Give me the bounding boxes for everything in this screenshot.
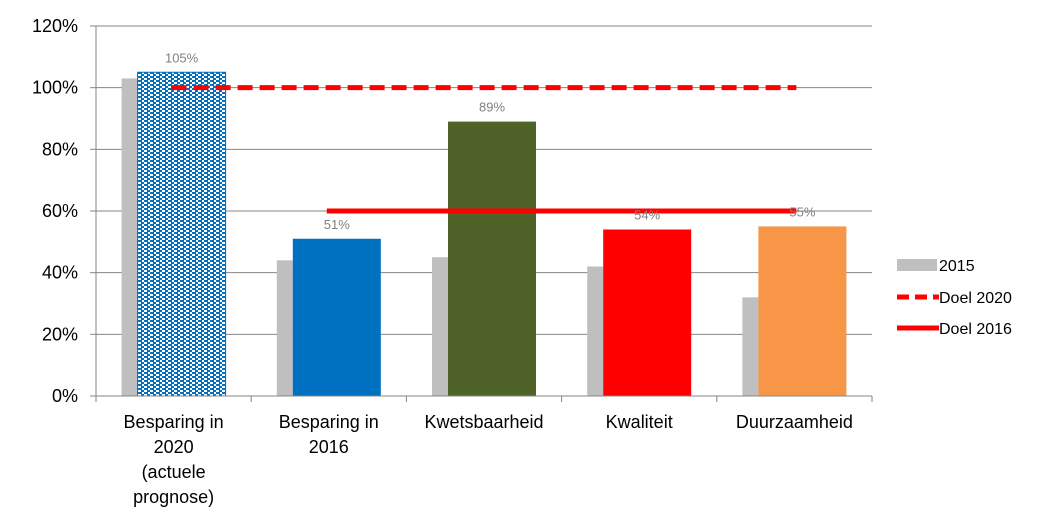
bar-2015 [432, 257, 448, 396]
bar-2015 [121, 78, 138, 397]
y-tick-label: 120% [32, 16, 78, 36]
x-category-label-line: Duurzaamheid [736, 412, 853, 432]
x-category-label: Kwetsbaarheid [424, 412, 543, 432]
bar-main [603, 229, 692, 396]
bar-main [137, 71, 227, 397]
x-category-label-line: (actuele [142, 462, 206, 482]
reference-lines [171, 85, 797, 214]
x-category-label-line: prognose) [133, 487, 214, 507]
legend-label: 2015 [939, 258, 975, 275]
legend-label: Doel 2016 [939, 321, 1012, 338]
x-category-label: Duurzaamheid [736, 412, 853, 432]
bar-main [448, 121, 536, 396]
data-label: 54% [634, 208, 660, 223]
y-tick-label: 60% [42, 201, 78, 221]
bars [121, 71, 847, 397]
y-tick-label: 100% [32, 78, 78, 98]
bar-2015 [587, 266, 604, 396]
x-category-label-line: Besparing in [279, 412, 379, 432]
bar-main [758, 226, 847, 396]
y-tick-label: 20% [42, 324, 78, 344]
x-category-label-line: Kwetsbaarheid [424, 412, 543, 432]
bar-main [292, 238, 381, 396]
x-category-label: Kwaliteit [606, 412, 673, 432]
legend-swatch-2015 [897, 259, 937, 271]
x-category-label-line: 2020 [154, 437, 194, 457]
legend: 2015 Doel 2020 Doel 2016 [897, 258, 1012, 338]
axes [90, 25, 873, 402]
y-tick-label: 40% [42, 263, 78, 283]
bar-2015 [742, 297, 759, 396]
x-category-label-line: Besparing in [124, 412, 224, 432]
bar-2015 [276, 260, 293, 396]
x-category-label: Besparing in 2016 [279, 412, 379, 457]
x-category-label-line: 2016 [309, 437, 349, 457]
legend-label: Doel 2020 [939, 290, 1012, 307]
y-tick-label: 80% [42, 139, 78, 159]
data-label: 105% [165, 50, 199, 65]
labels: 0% 20% 40% 60% 80% 100% 120% 105% 51% 89% 54% 55% Be… [32, 16, 853, 507]
x-category-label-line: Kwaliteit [606, 412, 673, 432]
y-tick-label: 0% [52, 386, 78, 406]
data-label: 55% [789, 204, 815, 219]
data-label: 89% [479, 100, 505, 115]
x-category-label: Besparing in 2020 (actuele prognose) [124, 412, 224, 507]
data-label: 51% [324, 217, 350, 232]
